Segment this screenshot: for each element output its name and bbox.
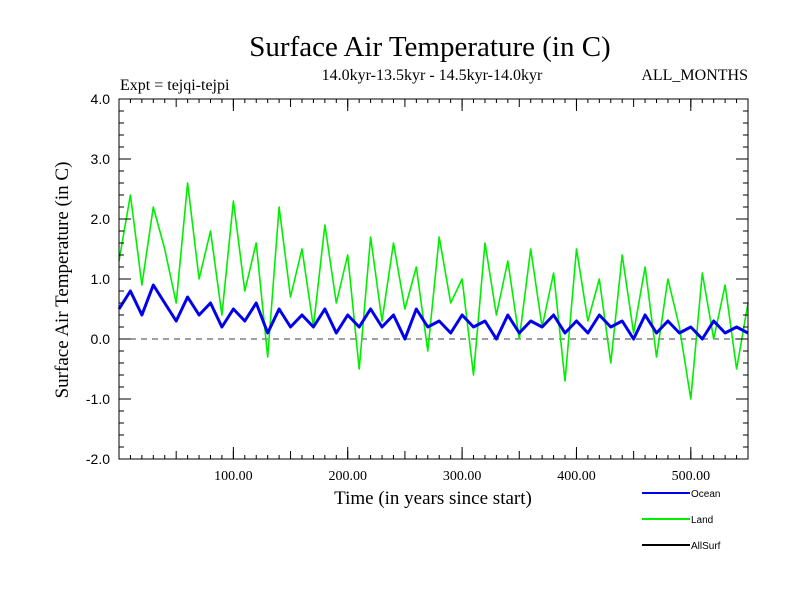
ticks-layer: 100.00 200.00 300.00 400.00 500.00 -2.0 -1.0 0.…: [86, 91, 748, 484]
x-tick-label: 100.00: [214, 469, 253, 484]
series-line-ocean: [117, 283, 749, 341]
x-tick-label: 200.00: [328, 469, 367, 484]
chart-title: Surface Air Temperature (in C): [249, 31, 610, 63]
x-axis-label: Time (in years since start): [334, 488, 532, 509]
y-tick-label: 4.0: [91, 91, 111, 107]
legend-label-ocean: Ocean: [691, 489, 720, 500]
y-tick-label: 3.0: [91, 151, 111, 167]
y-tick-label: 2.0: [91, 211, 111, 227]
series-line-land: [118, 182, 749, 400]
legend: Land Ocean AllSurf: [642, 489, 721, 552]
legend-label-allsurf: AllSurf: [691, 541, 721, 552]
y-tick-label: -2.0: [86, 451, 110, 467]
x-tick-label: 300.00: [443, 469, 482, 484]
x-tick-label: 500.00: [672, 469, 711, 484]
y-tick-label: -1.0: [86, 391, 110, 407]
series-layer: [117, 182, 749, 400]
chart-subtitle: 14.0kyr-13.5kyr - 14.5kyr-14.0kyr: [322, 67, 543, 84]
plot-frame: [118, 98, 749, 460]
y-axis-label: Surface Air Temperature (in C): [52, 162, 73, 399]
x-tick-label: 400.00: [557, 469, 596, 484]
expt-label: Expt = tejqi-tejpi: [120, 77, 230, 94]
legend-label-land: Land: [691, 515, 713, 526]
months-label: ALL_MONTHS: [641, 67, 748, 84]
y-tick-label: 1.0: [91, 271, 111, 287]
y-tick-label: 0.0: [91, 331, 111, 347]
